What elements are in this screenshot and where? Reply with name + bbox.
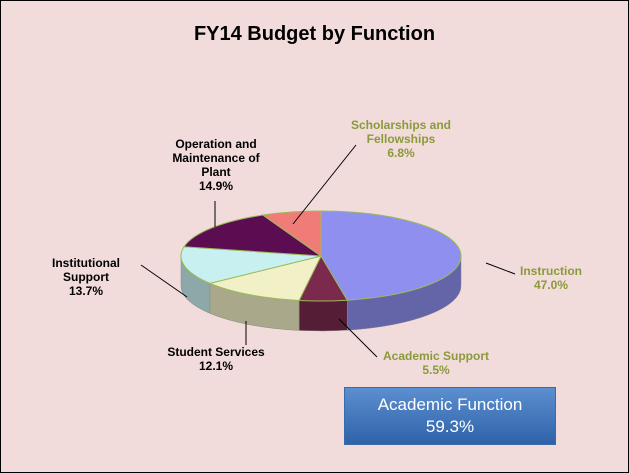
annotation-text: Academic Function [377, 395, 523, 414]
pie-slice [208, 255, 322, 301]
data-label-name: Operation and Maintenance of Plant [172, 137, 260, 179]
data-label-value: 12.1% [198, 359, 234, 373]
leader-line [140, 264, 188, 298]
data-label-value: 47.0% [533, 278, 569, 292]
pie-slice [261, 210, 322, 257]
data-label-value: 5.5% [422, 363, 450, 377]
leader-line [338, 318, 378, 358]
data-label: Student Services 12.1% [151, 345, 281, 373]
data-label-value: 14.9% [198, 179, 234, 193]
data-label: Institutional Support 13.7% [31, 256, 141, 298]
data-label-name: Academic Support [382, 349, 490, 363]
data-label-name: Scholarships and Fellowships [350, 118, 452, 146]
data-label: Scholarships and Fellowships 6.8% [326, 118, 476, 160]
chart-title: FY14 Budget by Function [193, 23, 436, 45]
data-label: Instruction 47.0% [506, 264, 596, 292]
annotation-box: Academic Function 59.3% [344, 387, 556, 445]
data-label-name: Instruction [520, 264, 582, 278]
data-label-value: 6.8% [387, 146, 415, 160]
pie-slice [180, 246, 322, 284]
data-label-name: Student Services [167, 345, 265, 359]
data-label-value: 13.7% [68, 284, 104, 298]
data-label-name: Institutional Support [52, 256, 120, 284]
pie-slice-side [298, 299, 348, 332]
leader-line [485, 262, 516, 275]
data-label: Operation and Maintenance of Plant 14.9% [161, 137, 271, 193]
data-label: Academic Support 5.5% [371, 349, 501, 377]
annotation-value: 59.3% [425, 417, 475, 436]
pie-slice [183, 214, 323, 257]
pie-slice [320, 210, 462, 301]
leader-line [292, 144, 357, 225]
